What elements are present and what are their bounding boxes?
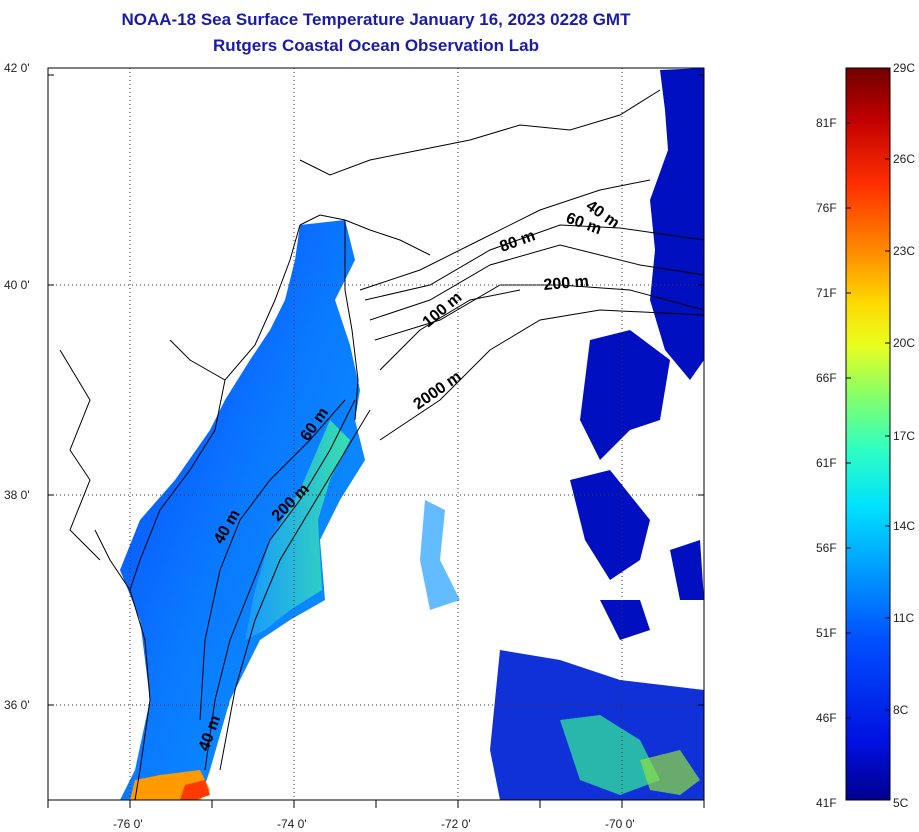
colorbar-label-14c: 14C <box>893 519 916 533</box>
graticule <box>48 68 704 800</box>
scattered-sst-warm-flecks-2 <box>640 750 700 795</box>
contour-60m-north <box>364 224 704 301</box>
contour-shelf-south-1 <box>204 399 356 771</box>
contour-label-200m-north: 200 m <box>543 273 590 294</box>
contour-shelf-south-2 <box>219 409 371 771</box>
contour-100m <box>379 289 521 371</box>
colorbar <box>845 67 891 801</box>
colorbar-ticks <box>846 122 890 719</box>
lon-label-70: -70 0' <box>605 817 635 831</box>
contour-200m-north <box>374 284 704 341</box>
contour-40m-north <box>359 179 651 291</box>
lat-label-38: 38 0' <box>4 488 30 502</box>
contour-shelf-south-3 <box>199 399 346 721</box>
colorbar-label-26c: 26C <box>893 152 916 166</box>
colorbar-label-5c: 5C <box>893 796 909 810</box>
map-subtitle: Rutgers Coastal Ocean Observation Lab <box>213 36 539 55</box>
lon-label-76: -76 0' <box>113 817 143 831</box>
contour-80m-north <box>369 244 704 321</box>
colorbar-label-29c: 29C <box>893 61 916 75</box>
warm-patch-south-core <box>180 780 210 800</box>
colorbar-label-41f: 41F <box>816 796 837 810</box>
scattered-sst-warm-flecks <box>560 715 660 795</box>
lon-label-74: -74 0' <box>277 817 307 831</box>
colorbar-label-81f: 81F <box>816 116 837 130</box>
lat-label-36: 36 0' <box>4 698 30 712</box>
colorbar-label-46f: 46F <box>816 711 837 725</box>
cold-water-patch-1 <box>580 330 670 460</box>
cold-water-patch-3 <box>600 600 650 640</box>
colorbar-label-61f: 61F <box>816 456 837 470</box>
cold-water-patch-4 <box>670 540 704 600</box>
colorbar-label-66f: 66F <box>816 371 837 385</box>
colorbar-label-56f: 56F <box>816 541 837 555</box>
colorbar-label-71f: 71F <box>816 286 837 300</box>
shelf-water <box>120 220 365 800</box>
contour-2000m <box>379 309 704 441</box>
coastline <box>59 89 661 800</box>
colorbar-label-23c: 23C <box>893 244 916 258</box>
cold-water-patch-2 <box>570 470 650 580</box>
lat-label-40: 40 0' <box>4 278 30 292</box>
colorbar-label-17c: 17C <box>893 429 916 443</box>
colorbar-label-11c: 11C <box>893 611 915 625</box>
scattered-sst-mid <box>420 500 460 610</box>
lon-label-72: -72 0' <box>441 817 471 831</box>
colorbar-label-20c: 20C <box>893 336 916 350</box>
map-title: NOAA-18 Sea Surface Temperature January … <box>121 10 631 29</box>
axis-ticks <box>47 74 705 808</box>
lat-label-42: 42 0' <box>4 61 30 75</box>
cold-water-east <box>650 68 704 380</box>
colorbar-label-8c: 8C <box>893 703 909 717</box>
colorbar-label-51f: 51F <box>816 626 837 640</box>
colorbar-label-76f: 76F <box>816 201 837 215</box>
